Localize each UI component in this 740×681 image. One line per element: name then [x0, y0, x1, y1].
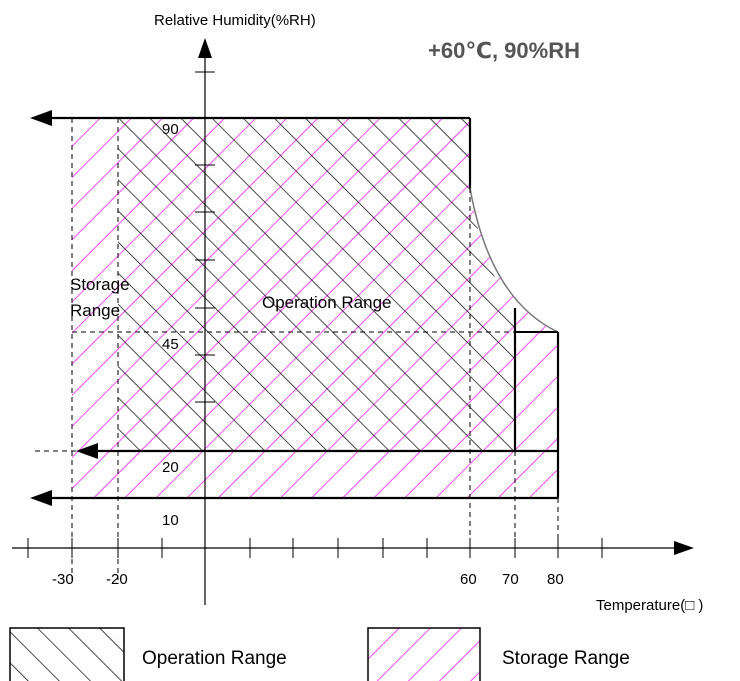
x-tick-80: 80	[547, 571, 564, 588]
x-axis-label: Temperature(□ )	[596, 597, 703, 614]
legend-storage-label: Storage Range	[502, 648, 630, 669]
y-tick-10: 10	[162, 512, 179, 529]
top-arrowhead	[30, 110, 52, 126]
x-tick-70: 70	[502, 571, 519, 588]
x-tick-60: 60	[460, 571, 477, 588]
y-tick-90: 90	[162, 121, 179, 138]
operation-label: Operation Range	[262, 293, 391, 312]
operation-range-region	[118, 118, 515, 451]
legend: Operation Range Storage Range	[9, 627, 630, 681]
legend-operation-swatch	[9, 627, 125, 681]
x-tick-minus30: -30	[52, 571, 74, 588]
legend-operation-label: Operation Range	[142, 648, 287, 669]
x-axis-arrowhead	[674, 541, 694, 555]
corner-note: +60℃, 90%RH	[428, 38, 580, 63]
y-axis-label: Relative Humidity(%RH)	[154, 12, 316, 29]
legend-storage-swatch	[367, 627, 481, 681]
x-tick-minus20: -20	[106, 571, 128, 588]
operation-arrowhead	[76, 443, 98, 459]
storage-label-line2: Range	[70, 301, 120, 320]
y-axis-arrowhead	[198, 38, 212, 58]
y-tick-20: 20	[162, 459, 179, 476]
storage-label-line1: Storage	[70, 275, 130, 294]
storage-arrowhead	[30, 490, 52, 506]
humidity-curve	[469, 187, 559, 333]
y-tick-45: 45	[162, 336, 179, 353]
